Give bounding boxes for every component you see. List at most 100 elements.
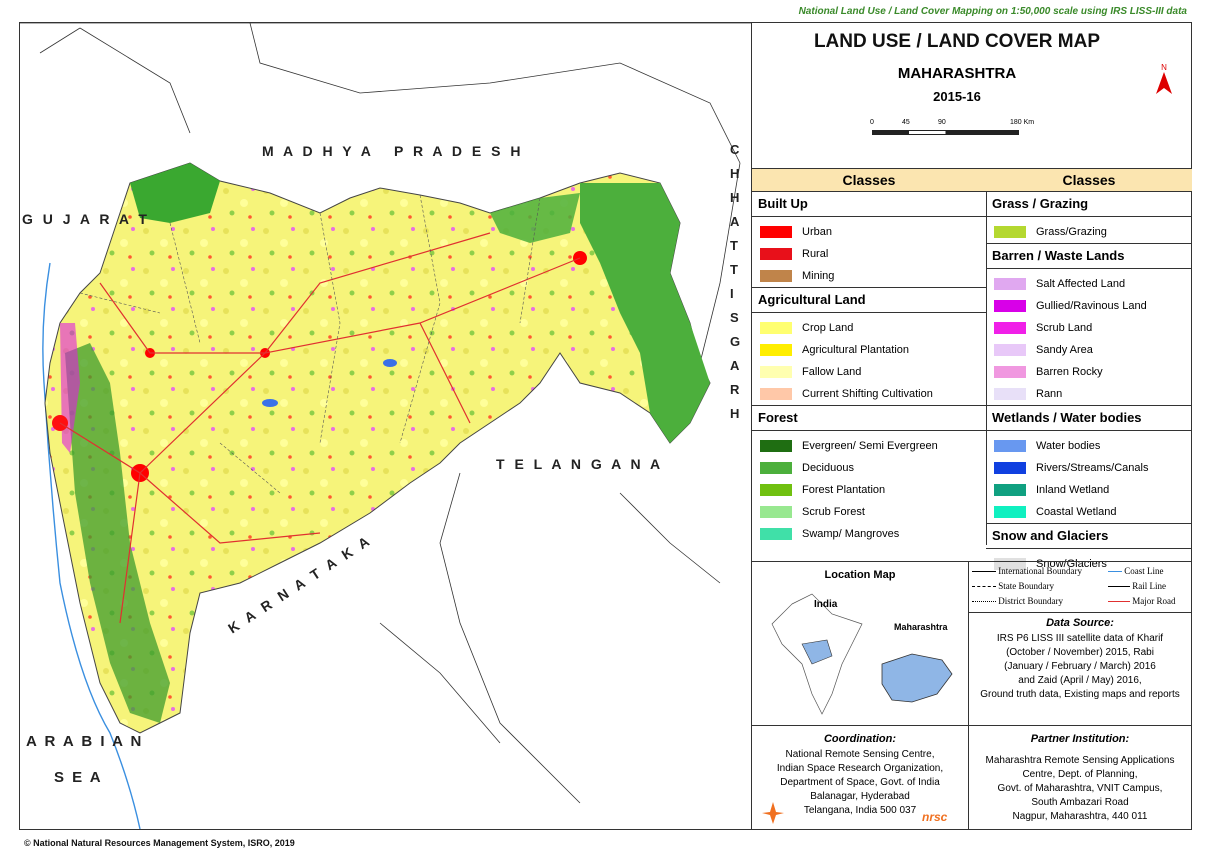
legend-swatch (760, 322, 792, 334)
legend-item-label: Barren Rocky (1036, 366, 1103, 378)
label-gujarat: G U J A R A T (22, 211, 150, 227)
scale-tick: 90 (938, 119, 946, 126)
location-title: Location Map (824, 569, 896, 581)
legend-item-label: Forest Plantation (802, 484, 886, 496)
label-telangana: T E L A N G A N A (496, 456, 664, 472)
district-boundaries (79, 194, 541, 494)
legend-item-label: Sandy Area (1036, 344, 1093, 356)
legend-item-label: Rann (1036, 388, 1063, 400)
top-note: National Land Use / Land Cover Mapping o… (798, 6, 1187, 17)
north-label: N (1161, 63, 1167, 72)
legend-swatch (760, 344, 792, 356)
legend-item: Rivers/Streams/Canals (986, 457, 1192, 479)
legend-item: Crop Land (752, 317, 986, 339)
northern-forest (130, 163, 220, 223)
legend-item: Coastal Wetland (986, 501, 1192, 523)
copyright: © National Natural Resources Management … (24, 838, 295, 848)
legend-right-header: Classes (986, 169, 1192, 192)
legend-item-label: Agricultural Plantation (802, 344, 910, 356)
location-india-label: India (814, 599, 838, 610)
legend-item: Urban (752, 221, 986, 243)
legend-item: Grass/Grazing (986, 221, 1192, 243)
boundary-east (619, 162, 741, 584)
location-svg (771, 593, 953, 715)
data-source-line: (January / February / March) 2016 (1004, 661, 1156, 672)
map-panel: M A D H Y A P R A D E S H G U J A R A T … (20, 23, 751, 829)
legend-left: Classes Built Up Urban Rural Mining Agricult… (752, 168, 987, 545)
legend-swatch (760, 388, 792, 400)
coast-line (42, 262, 141, 829)
coordination-line: Balanagar, Hyderabad (810, 791, 910, 802)
legend-item-label: Coastal Wetland (1036, 506, 1117, 518)
western-ghats-forest (65, 343, 170, 723)
partner-heading: Partner Institution: (1030, 733, 1130, 745)
eastern-forest (580, 183, 710, 443)
legend-item-label: Mining (802, 270, 835, 282)
line-legend-district: District Boundary (998, 596, 1063, 606)
label-arabian: A R A B I A N (26, 733, 144, 750)
water-body (383, 359, 397, 367)
line-legend-road: Major Road (1132, 596, 1176, 606)
data-source-line: (October / November) 2015, Rabi (1006, 647, 1154, 658)
label-chhattisgarh-text: C H H A T T I S G A R H (730, 142, 741, 421)
legend-item-label: Deciduous (802, 462, 854, 474)
legend-swatch (994, 462, 1026, 474)
legend-item: Forest Plantation (752, 479, 986, 501)
location-map: Location Map India Maharashtra (752, 562, 969, 726)
legend-item-label: Water bodies (1036, 440, 1101, 452)
credits-row: Coordination: National Remote Sensing Ce… (752, 725, 1192, 830)
state-map (20, 23, 751, 829)
line-legend: International Boundary Coast Line State … (968, 562, 1192, 613)
data-source-line: and Zaid (April / May) 2016, (1018, 675, 1142, 686)
map-state: MAHARASHTRA (897, 65, 1017, 82)
line-legend-state: State Boundary (998, 581, 1054, 591)
legend-item-label: Swamp/ Mangroves (802, 528, 900, 540)
label-chhattisgarh: C H H A T T I S G A R H (730, 138, 742, 426)
legend-swatch (760, 528, 792, 540)
label-madhya-pradesh: M A D H Y A P R A D E S H (262, 143, 524, 159)
legend-item: Gullied/Ravinous Land (986, 295, 1192, 317)
legend-item-label: Evergreen/ Semi Evergreen (802, 440, 938, 452)
legend-item: Deciduous (752, 457, 986, 479)
scale-tick: 45 (902, 119, 910, 126)
scale-tick: 180 Km (1010, 119, 1035, 126)
legend-item-label: Fallow Land (802, 366, 862, 378)
nrsc-logo: nrsc (922, 810, 948, 824)
label-sea: S E A (54, 769, 103, 786)
legend-swatch (994, 366, 1026, 378)
legend-group-heading: Grass / Grazing (986, 192, 1192, 217)
map-year: 2015-16 (933, 89, 981, 104)
coordination-heading: Coordination: (823, 733, 897, 745)
legend-group-heading: Snow and Glaciers (986, 523, 1192, 549)
partner-line: Govt. of Maharashtra, VNIT Campus, (997, 783, 1163, 794)
north-east-forest (490, 193, 580, 243)
legend-item: Barren Rocky (986, 361, 1192, 383)
legend-item-label: Urban (802, 226, 832, 238)
map-title: LAND USE / LAND COVER MAP (813, 31, 1101, 52)
coordination: Coordination: National Remote Sensing Ce… (752, 726, 969, 830)
legend-item: Scrub Forest (752, 501, 986, 523)
legend-group-heading: Forest (752, 405, 986, 431)
boundary-north (20, 23, 751, 164)
legend-swatch (760, 226, 792, 238)
partner-line: Maharashtra Remote Sensing Applications (985, 755, 1175, 766)
legend-item-label: Crop Land (802, 322, 854, 334)
legend-swatch (760, 462, 792, 474)
legend-swatch (760, 270, 792, 282)
north-arrow-icon: N (1154, 63, 1174, 95)
legend-item: Agricultural Plantation (752, 339, 986, 361)
legend-swatch (760, 506, 792, 518)
legend-swatch (994, 484, 1026, 496)
legend-left-header: Classes (752, 169, 986, 192)
legend-item: Rann (986, 383, 1192, 405)
legend-swatch (760, 366, 792, 378)
line-legend-international: International Boundary (998, 566, 1082, 576)
legend-item: Rural (752, 243, 986, 265)
legend-group-heading: Barren / Waste Lands (986, 243, 1192, 269)
side-panel: LAND USE / LAND COVER MAP MAHARASHTRA 20… (751, 23, 1192, 830)
legend-swatch (994, 506, 1026, 518)
legend-item: Sandy Area (986, 339, 1192, 361)
legend-item-label: Rivers/Streams/Canals (1036, 462, 1149, 474)
coordination-line: Indian Space Research Organization, (776, 763, 944, 774)
location-state-label: Maharashtra (894, 622, 948, 632)
